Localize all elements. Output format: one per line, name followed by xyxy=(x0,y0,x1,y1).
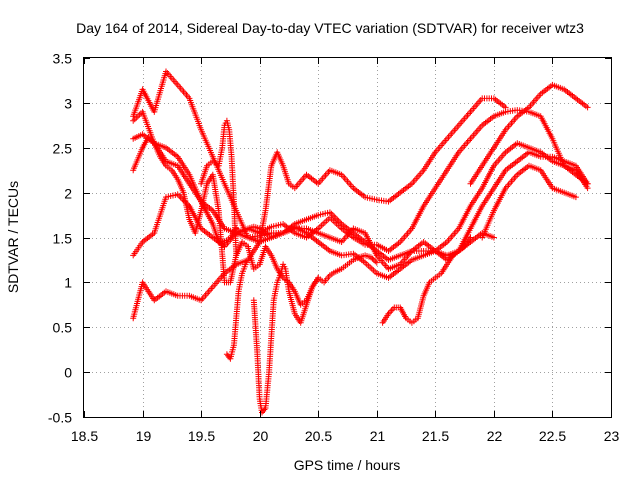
series-s12 xyxy=(479,162,579,241)
x-tick-label: 23 xyxy=(604,428,620,444)
x-tick-label: 21 xyxy=(370,428,386,444)
x-tick-label: 20.5 xyxy=(305,428,332,444)
data-markers xyxy=(130,68,591,416)
y-tick-label: 0 xyxy=(64,365,72,381)
x-tick-label: 20 xyxy=(253,428,269,444)
x-tick-label: 22 xyxy=(487,428,503,444)
x-tick-label: 18.5 xyxy=(71,428,98,444)
series-s5 xyxy=(130,108,591,281)
series-s6 xyxy=(130,95,509,322)
series-markers xyxy=(250,261,322,416)
series-markers xyxy=(130,134,380,308)
series-markers xyxy=(479,162,579,241)
series-markers xyxy=(130,108,591,281)
y-tick-label: 2 xyxy=(64,186,72,202)
y-tick-label: 2.5 xyxy=(53,141,73,157)
y-axis-label: SDTVAR / TECUs xyxy=(5,181,21,293)
y-tick-label: 1.5 xyxy=(53,231,73,247)
series-s10 xyxy=(379,234,474,326)
series-s11 xyxy=(467,81,591,187)
series-markers xyxy=(379,234,474,326)
series-s9 xyxy=(250,261,322,416)
y-tick-label: -0.5 xyxy=(48,410,72,426)
chart-title: Day 164 of 2014, Sidereal Day-to-day VTE… xyxy=(76,20,584,36)
plot-frame xyxy=(83,57,612,418)
axis-ticks: 18.5 19 19.5 20 20.5 21 21.5 22 22.5 23-0.500.511… xyxy=(48,51,620,445)
series-s8 xyxy=(223,256,251,362)
y-tick-label: 0.5 xyxy=(53,320,73,336)
y-tick-label: 1 xyxy=(64,275,72,291)
x-axis-label: GPS time / hours xyxy=(294,457,401,473)
y-tick-label: 3.5 xyxy=(53,51,73,67)
y-tick-label: 3 xyxy=(64,96,72,112)
series-markers xyxy=(130,95,509,322)
x-tick-label: 19 xyxy=(136,428,152,444)
x-tick-label: 21.5 xyxy=(422,428,449,444)
x-tick-label: 22.5 xyxy=(539,428,566,444)
x-tick-label: 19.5 xyxy=(188,428,215,444)
series-s3 xyxy=(130,134,380,308)
series-markers xyxy=(198,117,240,259)
series-markers xyxy=(223,256,251,362)
series-s7 xyxy=(198,117,240,259)
series-markers xyxy=(467,81,591,187)
